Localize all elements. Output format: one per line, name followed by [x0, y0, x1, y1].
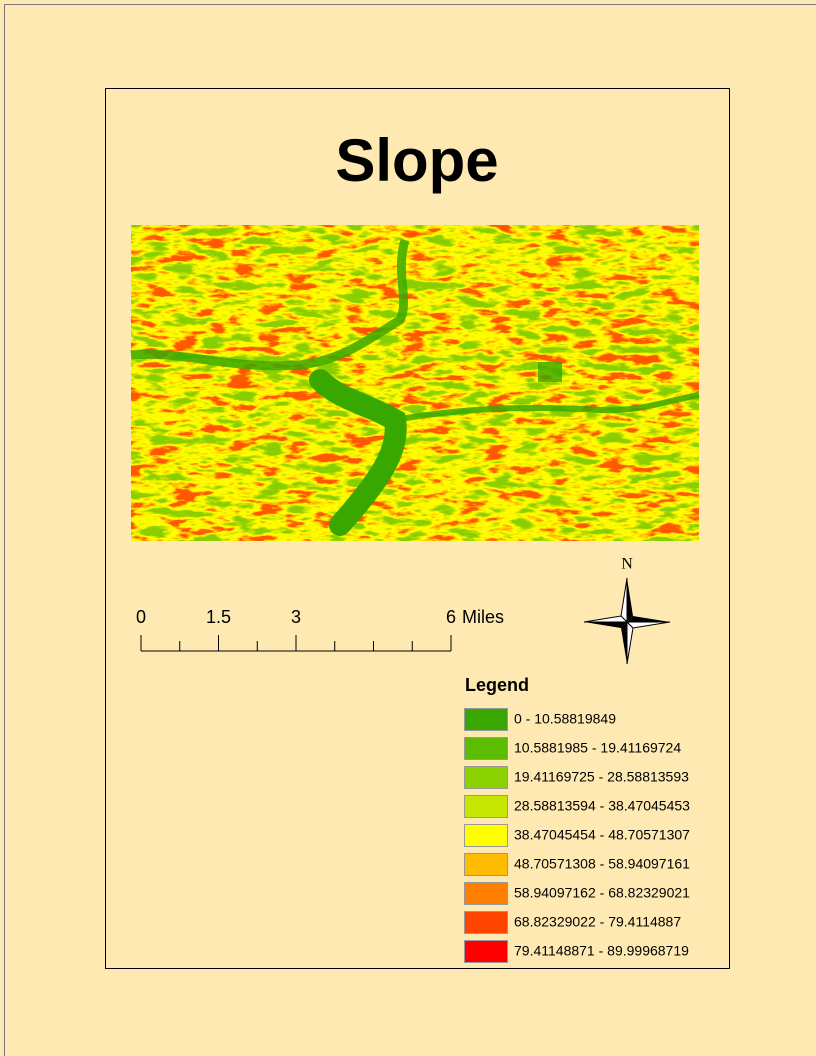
scale-label: 3 [291, 607, 301, 627]
legend-label: 58.94097162 - 68.82329021 [514, 885, 690, 901]
scale-bar: 0 1.5 3 6 Miles [136, 607, 504, 652]
lake [309, 369, 407, 536]
legend-label: 19.41169725 - 28.58813593 [514, 769, 689, 785]
layout-frame [105, 88, 730, 969]
page-border [4, 4, 816, 1056]
legend-label: 28.58813594 - 38.47045453 [514, 798, 690, 814]
arrow-part [627, 616, 670, 622]
legend-swatch [464, 911, 508, 934]
legend-label: 38.47045454 - 48.70571307 [514, 827, 690, 843]
legend-label: 48.70571308 - 58.94097161 [514, 856, 690, 872]
slope-raster [130, 225, 700, 541]
legend-swatch [464, 795, 508, 818]
legend-label: 79.41148871 - 89.99968719 [514, 943, 689, 959]
legend: 0 - 10.58819849 10.5881985 - 19.41169724 1… [464, 708, 690, 963]
river [394, 392, 700, 423]
raster-image [131, 225, 699, 541]
legend-swatch [464, 940, 508, 963]
legend-label: 0 - 10.58819849 [514, 711, 616, 727]
legend-swatch [464, 708, 508, 731]
legend-swatch [464, 824, 508, 847]
arrow-part [627, 578, 633, 622]
legend-label: 10.5881985 - 19.41169724 [514, 740, 681, 756]
legend-title: Legend [465, 675, 529, 695]
scale-unit: Miles [462, 607, 504, 627]
legend-swatch [464, 737, 508, 760]
scale-label: 6 [446, 607, 456, 627]
north-arrow: N [583, 556, 671, 665]
arrow-part [621, 622, 627, 664]
scale-label: 1.5 [206, 607, 231, 627]
flat-area [538, 362, 562, 382]
map-title: Slope [335, 127, 498, 194]
legend-swatch [464, 882, 508, 905]
valley [130, 238, 410, 371]
arrow-part [584, 622, 627, 628]
legend-label: 68.82329022 - 79.4114887 [514, 914, 681, 930]
legend-swatch [464, 853, 508, 876]
north-label: N [621, 556, 633, 573]
legend-swatch [464, 766, 508, 789]
scale-label: 0 [136, 607, 146, 627]
